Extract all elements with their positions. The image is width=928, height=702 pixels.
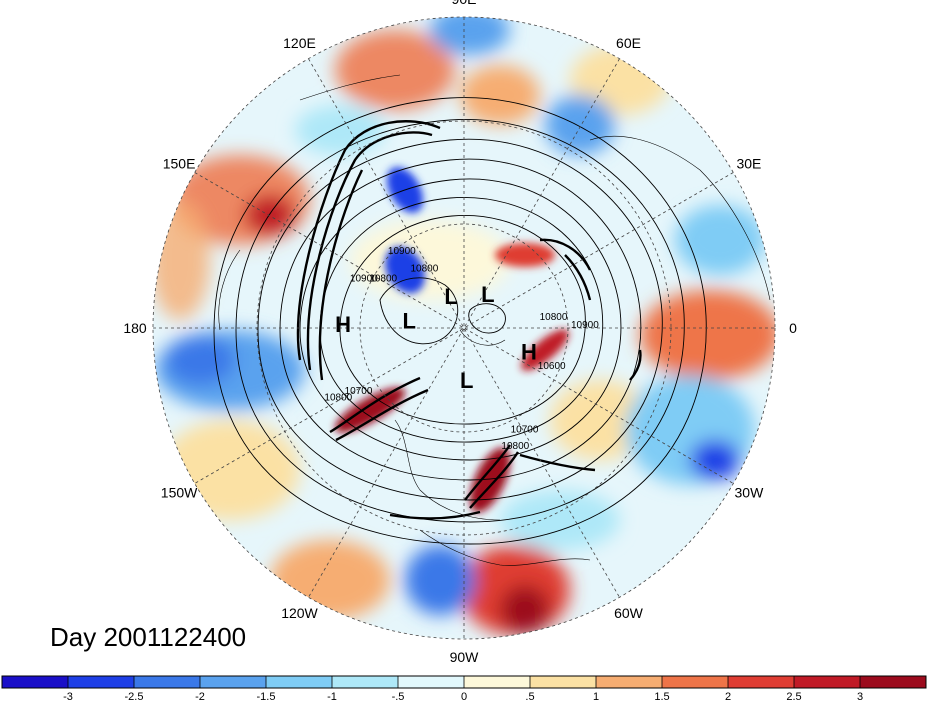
colorbar-bin-2 <box>134 676 201 688</box>
colorbar-bin-6 <box>398 676 465 688</box>
lon-label-90e: 90E <box>452 0 477 7</box>
colorbar-tick-1p5: 1.5 <box>654 691 669 702</box>
contour-label-9: 10700 <box>345 386 373 397</box>
lon-label-0: 0 <box>789 320 797 336</box>
graticule <box>152 16 776 640</box>
lon-label-120e: 120E <box>283 35 316 51</box>
contour-label-8: 10800 <box>501 441 529 452</box>
lon-label-90w: 90W <box>450 649 480 665</box>
high-pressure-marker-0: H <box>335 312 351 337</box>
colorbar-bin-5 <box>332 676 399 688</box>
contour-label-7: 10700 <box>511 425 539 436</box>
contour-label-0: 10900 <box>350 273 378 284</box>
coastlines <box>218 74 771 566</box>
colorbar-tick-m2: -2 <box>195 691 205 702</box>
lon-label-30w: 30W <box>735 485 765 501</box>
colorbar-bin-12 <box>794 676 861 688</box>
colorbar-tick-3: 3 <box>857 691 863 702</box>
colorbar-tick-m1p5: -1.5 <box>257 691 276 702</box>
colorbar-bin-7 <box>464 676 531 688</box>
contour-label-1: 10800 <box>369 273 397 284</box>
lon-label-120w: 120W <box>281 605 318 621</box>
lon-label-150w: 150W <box>161 485 198 501</box>
colorbar-bin-8 <box>530 676 597 688</box>
longitude-labels: 90E 60E 30E 0 30W 60W 90W 120W 150W 180 150E 120E <box>123 0 797 665</box>
lon-label-60e: 60E <box>616 35 641 51</box>
colorbar-tick-0: 0 <box>461 691 467 702</box>
colorbar-bin-10 <box>662 676 729 688</box>
colorbar-bin-4 <box>266 676 333 688</box>
colorbar-tick-2: 2 <box>725 691 731 702</box>
pressure-system-markers: H LL LHL <box>335 282 537 393</box>
colorbar-tick-2p5: 2.5 <box>786 691 801 702</box>
colorbar-bin-0 <box>2 676 69 688</box>
colorbar-bin-13 <box>860 676 927 688</box>
low-pressure-marker-1: L <box>402 308 415 333</box>
contour-label-3: 10900 <box>388 246 416 257</box>
colorbar-tick-1: 1 <box>593 691 599 702</box>
colorbar-tick-m1: -1 <box>327 691 337 702</box>
colorbar-bin-11 <box>728 676 795 688</box>
low-pressure-marker-2: L <box>444 284 457 309</box>
colorbar-bin-1 <box>68 676 135 688</box>
day-title: Day 2001122400 <box>50 622 246 652</box>
lon-label-180: 180 <box>123 320 147 336</box>
colorbar-tick-m3: -3 <box>63 691 73 702</box>
lon-label-30e: 30E <box>736 156 761 172</box>
lon-label-60w: 60W <box>614 605 644 621</box>
height-contours <box>213 97 707 545</box>
colorbar-bin-9 <box>596 676 663 688</box>
contour-label-2: 10800 <box>410 263 438 274</box>
colorbar-tick-mp5: -.5 <box>392 691 405 702</box>
lon-label-150e: 150E <box>163 156 196 172</box>
low-pressure-marker-5: L <box>460 368 473 393</box>
contour-label-10: 10800 <box>324 393 352 404</box>
colorbar: -3 -2.5 -2 -1.5 -1 -.5 0 .5 1 1.5 2 2.5 3 <box>1 675 927 702</box>
colorbar-bin-3 <box>200 676 267 688</box>
colorbar-tick-p5: .5 <box>525 691 534 702</box>
high-pressure-marker-4: H <box>521 340 537 365</box>
contour-label-6: 10600 <box>538 361 566 372</box>
colorbar-tick-m2p5: -2.5 <box>125 691 144 702</box>
contour-label-4: 10800 <box>540 312 568 323</box>
low-pressure-marker-3: L <box>481 282 494 307</box>
contour-label-5: 10900 <box>571 320 599 331</box>
contour-value-labels: 1090010800108001090010800109001060010700… <box>324 246 599 452</box>
